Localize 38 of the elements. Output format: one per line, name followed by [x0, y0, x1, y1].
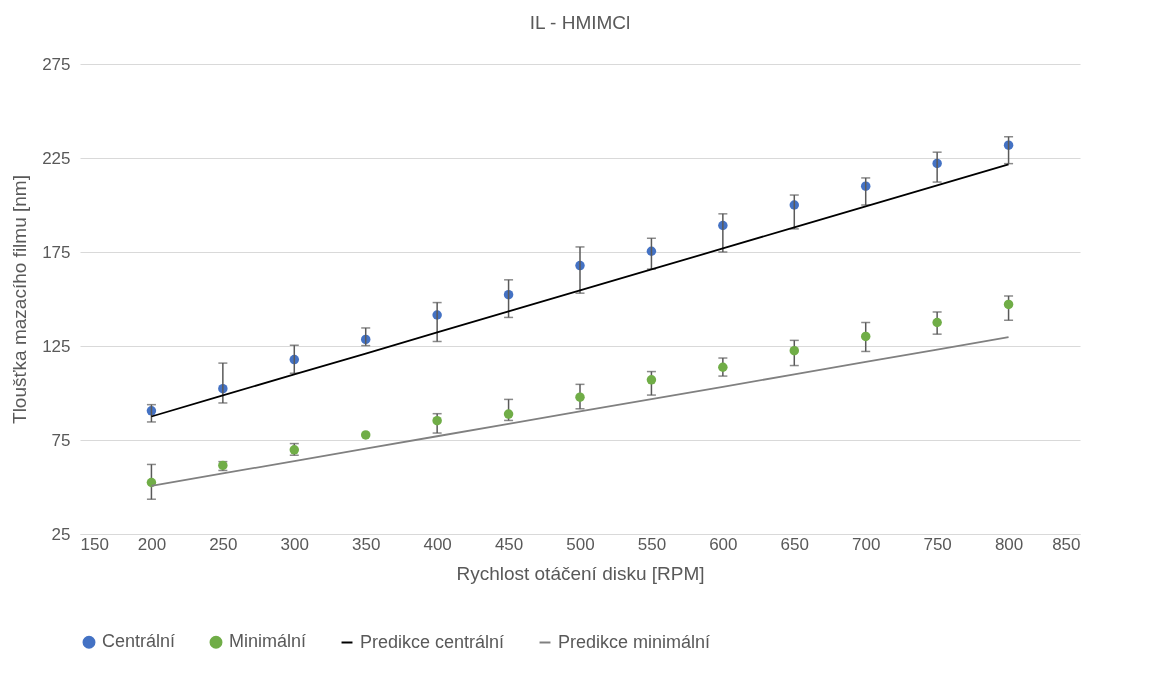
y-axis-title: Tloušťka mazacího filmu [nm] [9, 175, 31, 424]
y-tick-label: 25 [51, 524, 71, 544]
x-tick-label: 150 [80, 534, 109, 554]
x-tick-label: 250 [209, 534, 238, 554]
legend-label: Minimální [229, 631, 307, 652]
chart-title: IL - HMIMCl [529, 12, 631, 33]
x-tick-label: 500 [566, 534, 595, 554]
x-tick-label: 300 [280, 534, 309, 554]
x-tick-label: 650 [780, 534, 809, 554]
legend-label: Predikce centrální [360, 631, 505, 652]
y-tick-label: 275 [42, 54, 71, 74]
x-tick-label: 850 [1052, 534, 1081, 554]
x-tick-label: 550 [637, 534, 667, 554]
legend-label: Predikce minimální [558, 631, 711, 652]
point [360, 430, 371, 440]
y-tick-label: 125 [42, 336, 71, 356]
x-tick-label: 800 [994, 534, 1024, 554]
x-tick-label: 750 [923, 534, 952, 554]
x-tick-label: 450 [494, 534, 524, 554]
x-tick-label: 200 [137, 534, 167, 554]
x-tick-label: 700 [852, 534, 881, 554]
point [503, 409, 514, 419]
point [932, 317, 942, 328]
point [789, 345, 800, 356]
point [575, 392, 585, 402]
point [718, 362, 728, 372]
y-tick-label: 225 [42, 148, 71, 168]
point [1003, 299, 1014, 310]
x-axis-title: Rychlost otáčení disku [RPM] [456, 562, 705, 584]
y-tick-label: 75 [51, 430, 71, 450]
point [860, 331, 871, 342]
point [646, 375, 657, 385]
x-tick-label: 400 [423, 534, 452, 554]
point [432, 415, 442, 426]
x-tick-label: 600 [709, 534, 738, 554]
legend-label: Centrální [102, 631, 176, 652]
y-tick-label: 175 [42, 242, 71, 262]
x-tick-label: 350 [352, 534, 381, 554]
